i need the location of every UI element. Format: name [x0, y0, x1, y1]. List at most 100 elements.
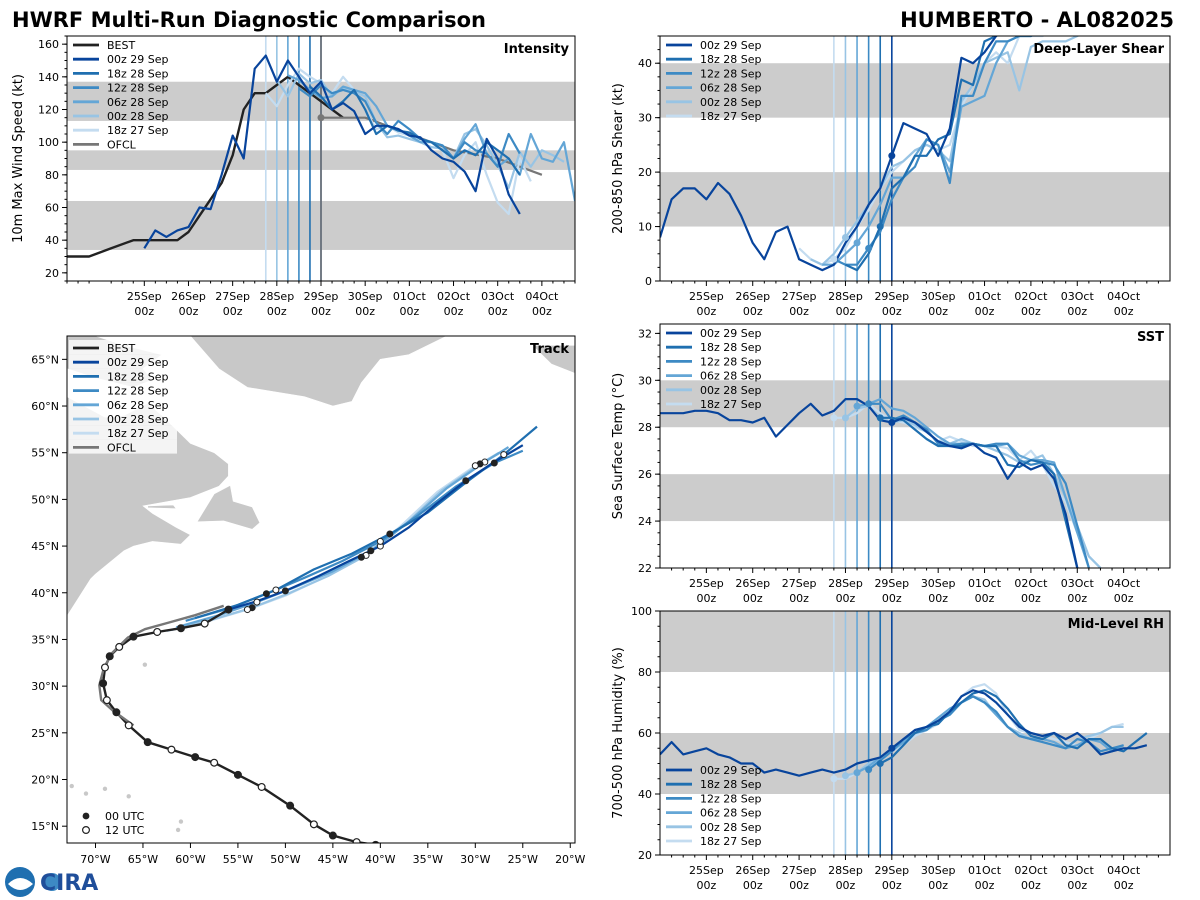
x-tick-label-date: 04Oct — [1107, 577, 1141, 590]
island — [83, 791, 89, 796]
x-tick-label-hour: 00z — [488, 305, 508, 318]
init-marker — [853, 402, 861, 410]
best-marker-00utc — [99, 679, 108, 688]
y-tick-label: 80 — [45, 169, 59, 182]
forecast-marker — [462, 477, 470, 485]
forecast-marker — [262, 590, 270, 598]
lat-tick-label: 30°N — [31, 680, 59, 693]
y-tick-label: 60 — [638, 727, 652, 740]
best-marker-00utc — [191, 753, 200, 762]
y-tick-label: 30 — [638, 112, 652, 125]
x-tick-label-hour: 00z — [743, 879, 763, 892]
panel-rh: 20 40 60 80 100 25Sep 00z 26Sep 00z 27Sep 00z 28Sep… — [611, 605, 1171, 892]
series-line-3 — [822, 36, 1034, 266]
panel-frame — [66, 335, 576, 844]
x-tick-label-hour: 00z — [882, 879, 902, 892]
land-mass — [196, 484, 261, 530]
legend-bg — [69, 411, 177, 426]
y-tick-label: 32 — [638, 327, 652, 340]
x-tick-label-hour: 00z — [1021, 305, 1041, 318]
y-axis-label: 200-850 hPa Shear (kt) — [611, 83, 626, 234]
y-tick-label: 160 — [38, 38, 59, 51]
init-marker — [876, 414, 884, 422]
y-tick-label: 0 — [645, 275, 652, 288]
figure-title: HWRF Multi-Run Diagnostic Comparison — [12, 8, 486, 32]
legend-label: BEST — [107, 342, 135, 355]
forecast-marker — [490, 459, 498, 467]
init-marker — [865, 766, 873, 774]
y-tick-label: 80 — [638, 666, 652, 679]
lon-tick-label: 25°W — [508, 853, 538, 866]
best-marker-00utc — [286, 801, 295, 810]
series-group — [660, 683, 1148, 783]
x-tick-label-date: 02Oct — [1014, 864, 1048, 877]
forecast-marker — [376, 537, 384, 545]
lat-tick-label: 35°N — [31, 633, 59, 646]
legend-label: OFCL — [107, 138, 137, 151]
x-tick-label-hour: 00z — [1021, 879, 1041, 892]
x-tick-label-hour: 00z — [975, 592, 995, 605]
x-tick-label-hour: 00z — [975, 305, 995, 318]
best-marker-00utc — [105, 652, 114, 661]
x-tick-label-date: 30Sep — [921, 577, 956, 590]
legend-bg — [69, 340, 177, 355]
legend-label: 18z 27 Sep — [700, 835, 762, 848]
legend-label: 18z 27 Sep — [700, 110, 762, 123]
legend-label: 06z 28 Sep — [107, 399, 169, 412]
legend-label: 18z 27 Sep — [107, 427, 169, 440]
y-tick-label: 10 — [638, 221, 652, 234]
y-tick-label: 40 — [638, 57, 652, 70]
x-tick-label-date: 03Oct — [481, 290, 515, 303]
best-marker-00utc — [176, 624, 185, 633]
x-tick-label-date: 04Oct — [1107, 864, 1141, 877]
x-tick-label-hour: 00z — [532, 305, 552, 318]
x-tick-label-hour: 00z — [223, 305, 243, 318]
x-tick-label-hour: 00z — [311, 305, 331, 318]
y-tick-label: 40 — [45, 234, 59, 247]
ofcl-init-marker — [317, 114, 325, 122]
legend-label: 18z 28 Sep — [700, 341, 762, 354]
forecast-marker — [386, 530, 394, 538]
series-line-1 — [880, 416, 1079, 568]
series-group — [660, 36, 1080, 272]
best-marker-12utc — [153, 627, 162, 636]
utc00-label: 00 UTC — [105, 810, 145, 823]
lat-tick-label: 40°N — [31, 587, 59, 600]
x-tick-label-date: 30Sep — [348, 290, 383, 303]
y-axis-label: 10m Max Wind Speed (kt) — [11, 74, 26, 243]
lon-tick-label: 55°W — [223, 853, 253, 866]
run-track-line-0 — [228, 444, 524, 611]
best-marker-00utc — [224, 605, 233, 614]
legend-label: 00z 29 Sep — [700, 327, 762, 340]
forecast-marker — [357, 553, 365, 561]
legend-label: 00z 29 Sep — [107, 356, 169, 369]
lon-tick-label: 45°W — [318, 853, 348, 866]
x-tick-label-hour: 00z — [696, 592, 716, 605]
legend-bg — [69, 425, 177, 440]
legend-label: 18z 28 Sep — [700, 53, 762, 66]
legend-label: 18z 27 Sep — [107, 124, 169, 137]
lon-tick-label: 70°W — [80, 853, 110, 866]
best-marker-12utc — [200, 619, 209, 628]
x-tick-label-date: 04Oct — [1107, 290, 1141, 303]
x-tick-label-hour: 00z — [1067, 592, 1087, 605]
x-tick-label-date: 02Oct — [1014, 290, 1048, 303]
x-tick-label-hour: 00z — [1067, 879, 1087, 892]
x-tick-label-hour: 00z — [743, 592, 763, 605]
lat-tick-label: 25°N — [31, 727, 59, 740]
panel-sst: 22 24 26 28 30 32 25Sep 00z 26Sep 00z 27Sep 00z 28Se… — [611, 323, 1171, 605]
legend-label: 06z 28 Sep — [700, 370, 762, 383]
y-tick-label: 24 — [638, 515, 652, 528]
x-tick-label-hour: 00z — [134, 305, 154, 318]
best-marker-00utc — [372, 840, 380, 843]
forecast-marker — [367, 547, 375, 555]
best-marker-00utc — [129, 632, 138, 641]
series-group — [67, 54, 575, 258]
lon-tick-label: 35°W — [413, 853, 443, 866]
y-tick-label: 30 — [638, 374, 652, 387]
cira-logo: CIRA — [5, 867, 98, 897]
lat-tick-label: 15°N — [31, 820, 59, 833]
